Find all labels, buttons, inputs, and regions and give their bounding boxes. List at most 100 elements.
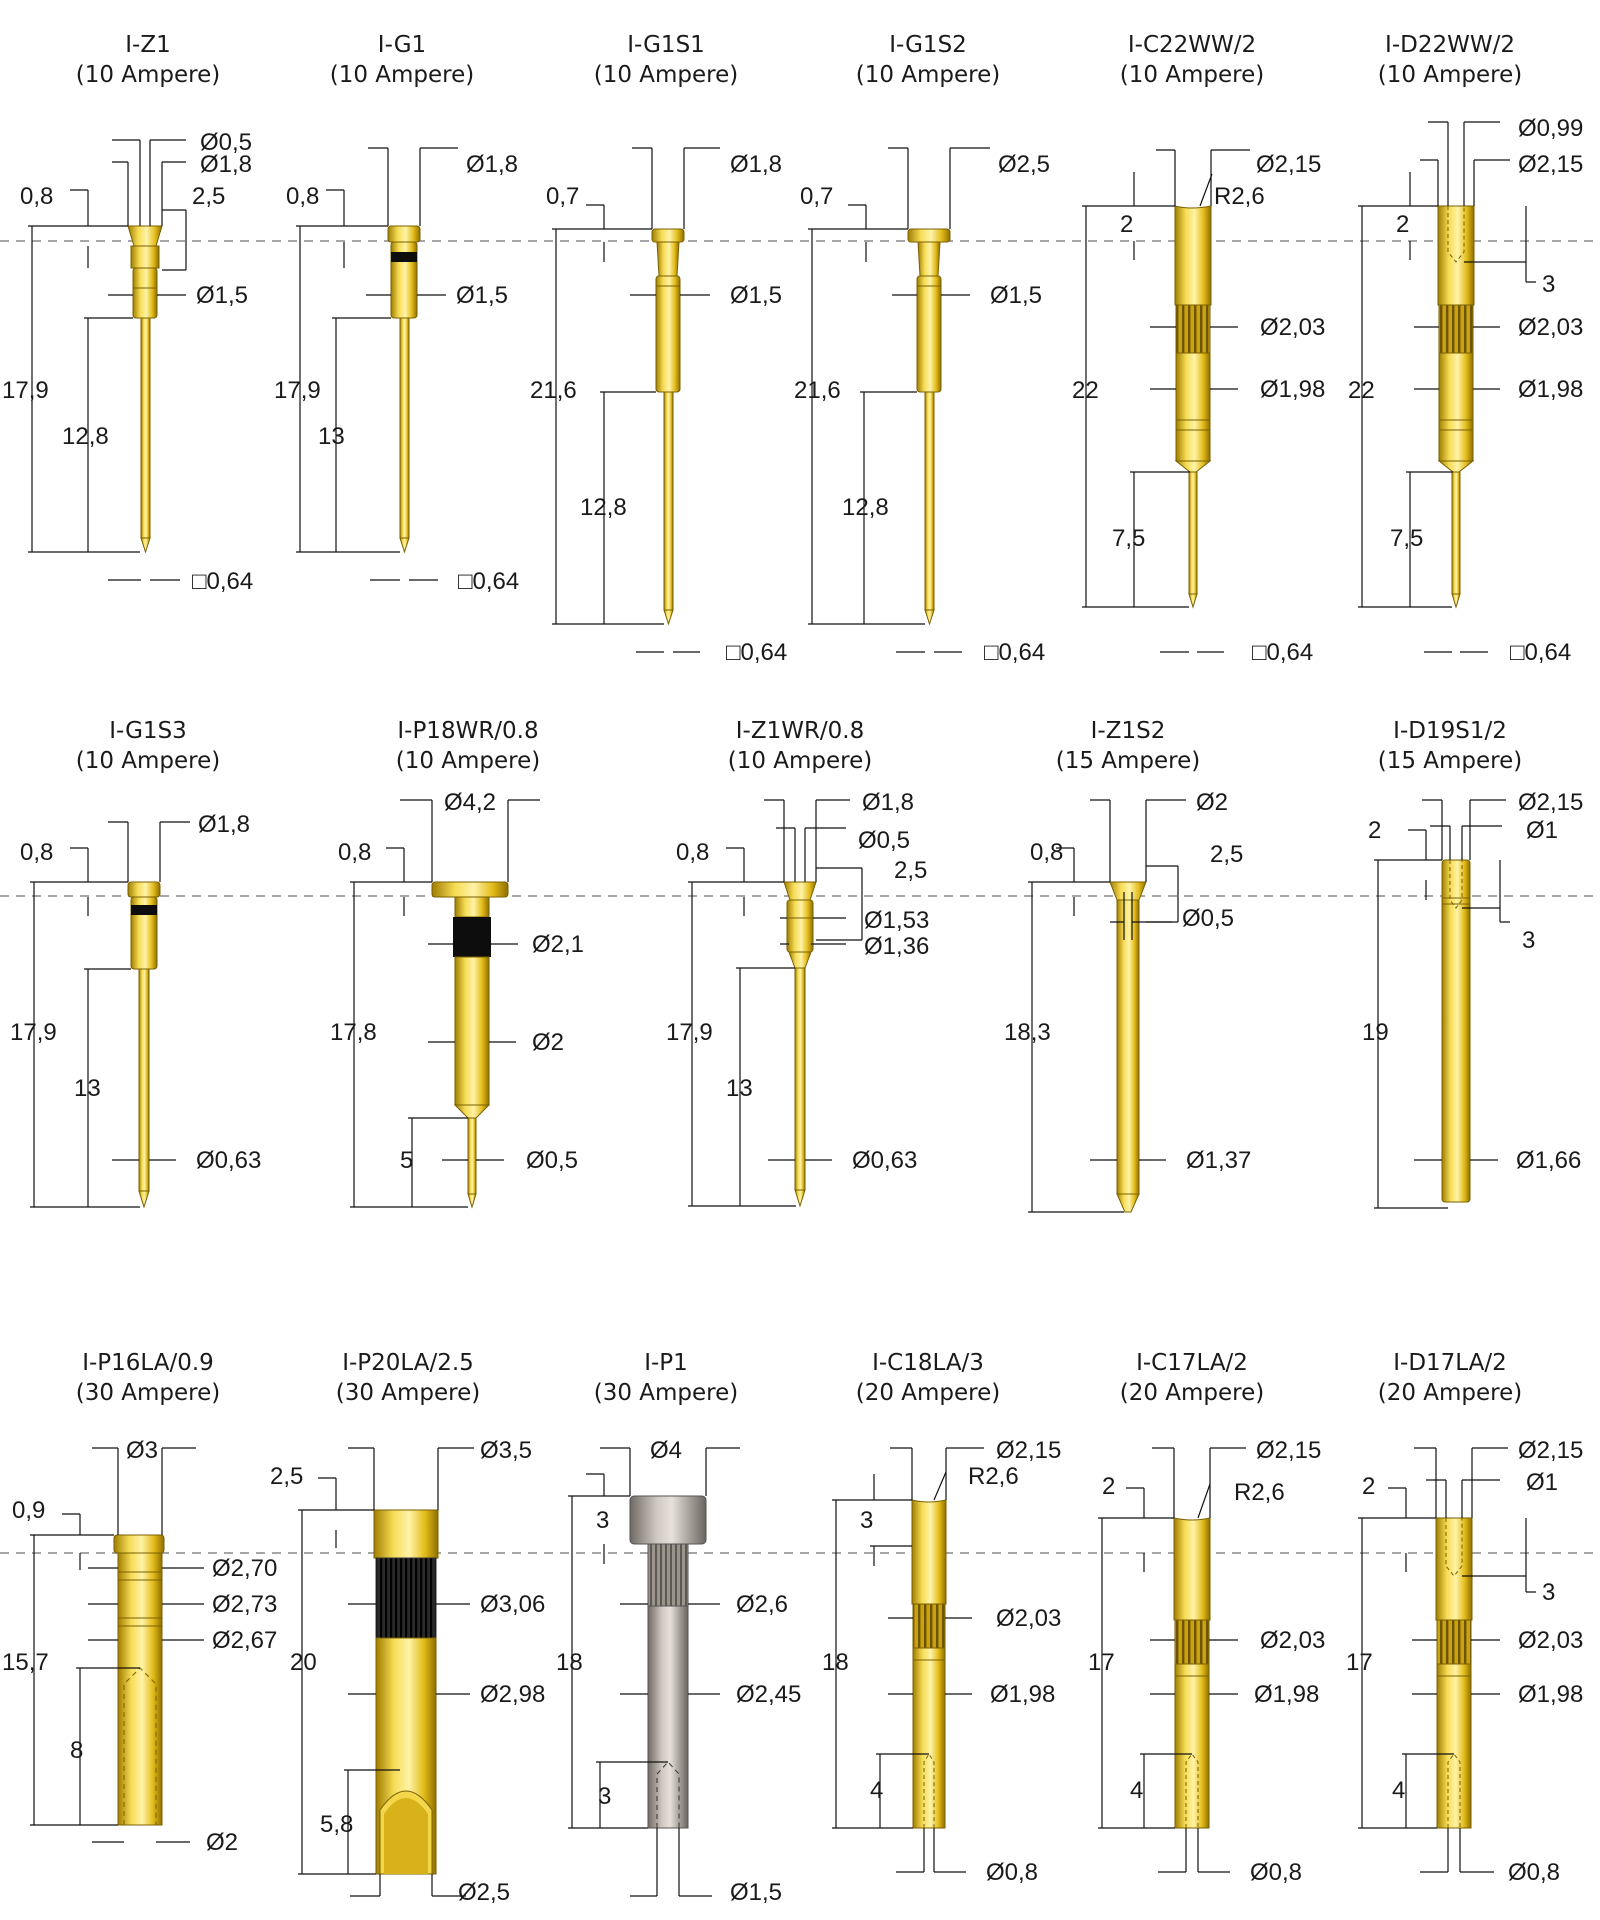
dim-label: Ø0,8 [1508, 1859, 1560, 1886]
pin-title: I-C17LA/2 [1136, 1350, 1248, 1376]
dim-label: Ø0,5 [526, 1147, 578, 1174]
dim-label: Ø2,98 [480, 1681, 545, 1708]
dim-label: Ø1,8 [466, 151, 518, 178]
dim-label: Ø1,98 [1518, 1681, 1583, 1708]
dim-label: 2 [1396, 211, 1409, 238]
pin-i-p18wr-0-8: I-P18WR/0.8 (10 Ampere) Ø4,2 0,8 Ø2,1 17… [330, 718, 584, 1209]
dim-label: Ø1,5 [730, 282, 782, 309]
dim-label: 17,9 [2, 377, 49, 404]
dim-label: Ø2,15 [1518, 789, 1583, 816]
pin-title: I-P18WR/0.8 [397, 718, 538, 744]
dim-label: Ø1,8 [198, 811, 250, 838]
pin-title: I-G1S2 [889, 32, 967, 58]
dim-label: Ø1,98 [1260, 376, 1325, 403]
dim-label: 18 [822, 1649, 849, 1676]
pin-title: I-D17LA/2 [1393, 1350, 1507, 1376]
dim-label: 3 [860, 1507, 873, 1534]
pin-title: I-D22WW/2 [1385, 32, 1515, 58]
pin-i-d22ww-2: I-D22WW/2 (10 Ampere) Ø0,99 Ø2,15 2 3 Ø2… [1348, 32, 1583, 666]
dim-label: 20 [290, 1649, 317, 1676]
dim-label: 2 [1120, 211, 1133, 238]
dim-label: 17,8 [330, 1019, 377, 1046]
dim-label: 13 [318, 423, 345, 450]
dim-label: Ø2,03 [1518, 1627, 1583, 1654]
pin-i-d19s1-2: I-D19S1/2 (15 Ampere) Ø2,15 2 Ø1 3 19 Ø1… [1362, 718, 1583, 1209]
dim-label: □0,64 [984, 639, 1045, 666]
dim-label: R2,6 [968, 1463, 1019, 1490]
dim-label: 0,8 [676, 839, 709, 866]
dim-label: 7,5 [1390, 525, 1423, 552]
dim-label: 17 [1088, 1649, 1115, 1676]
dim-label: Ø2,15 [1256, 151, 1321, 178]
pin-rating: (10 Ampere) [76, 748, 221, 774]
pin-i-z1wr-0-8: I-Z1WR/0.8 (10 Ampere) Ø1,8 Ø0,5 0,8 2,5… [666, 718, 929, 1208]
dim-label: 0,8 [20, 183, 53, 210]
dim-label: Ø2,03 [1518, 314, 1583, 341]
dim-label: Ø2,15 [996, 1437, 1061, 1464]
pin-i-p16la-0-9: I-P16LA/0.9 (30 Ampere) Ø3 0,9 Ø2,70 Ø2,… [2, 1350, 277, 1856]
dim-label: Ø0,63 [852, 1147, 917, 1174]
pin-title: I-C22WW/2 [1128, 32, 1256, 58]
pin-rating: (30 Ampere) [76, 1380, 221, 1406]
dim-label: 0,7 [546, 183, 579, 210]
dim-label: 7,5 [1112, 525, 1145, 552]
dim-label: Ø2,03 [996, 1605, 1061, 1632]
dim-label: 4 [1392, 1777, 1405, 1804]
pin-title: I-P1 [644, 1350, 688, 1376]
dim-label: 5,8 [320, 1811, 353, 1838]
pin-rating: (20 Ampere) [1120, 1380, 1265, 1406]
dim-label: 5 [400, 1147, 413, 1174]
pin-i-c22ww-2: I-C22WW/2 (10 Ampere) Ø2,15 R2,6 2 Ø2,03… [1072, 32, 1325, 666]
dim-label: □0,64 [458, 568, 519, 595]
dim-label: 17,9 [274, 377, 321, 404]
pin-i-c17la-2: I-C17LA/2 (20 Ampere) Ø2,15 2 R2,6 Ø2,03… [1088, 1350, 1325, 1886]
dim-label: 8 [70, 1737, 83, 1764]
dim-label: □0,64 [1510, 639, 1571, 666]
pin-rating: (10 Ampere) [1378, 62, 1523, 88]
pin-i-g1s2: I-G1S2 (10 Ampere) Ø2,5 0,7 Ø1,5 21,6 12… [794, 32, 1050, 666]
dim-label: Ø1,37 [1186, 1147, 1251, 1174]
pin-i-p20la-2-5: I-P20LA/2.5 (30 Ampere) 2,5 Ø3,5 Ø3,06 2… [270, 1350, 545, 1906]
pin-rating: (10 Ampere) [594, 62, 739, 88]
dim-label: 17,9 [666, 1019, 713, 1046]
dim-label: Ø1,36 [864, 933, 929, 960]
dim-label: Ø0,63 [196, 1147, 261, 1174]
dim-label: 0,9 [12, 1497, 45, 1524]
dim-label: 22 [1072, 377, 1099, 404]
dim-label: 2,5 [1210, 841, 1243, 868]
pin-i-g1s3: I-G1S3 (10 Ampere) Ø1,8 0,8 17,9 13 Ø0,6… [10, 718, 261, 1209]
dim-label: □0,64 [1252, 639, 1313, 666]
pin-rating: (15 Ampere) [1378, 748, 1523, 774]
dim-label: Ø0,5 [200, 129, 252, 156]
dim-label: 22 [1348, 377, 1375, 404]
dim-label: Ø2,70 [212, 1555, 277, 1582]
dim-label: 0,8 [20, 839, 53, 866]
dim-label: 3 [1542, 1579, 1555, 1606]
dim-label: 12,8 [62, 423, 109, 450]
dim-label: Ø2,6 [736, 1591, 788, 1618]
pin-i-z1: I-Z1 (10 Ampere) Ø0,5 Ø1,8 0,8 2,5 Ø1,5 … [2, 32, 253, 595]
dim-label: Ø0,5 [1182, 905, 1234, 932]
dim-label: 0,7 [800, 183, 833, 210]
dim-label: Ø0,8 [986, 1859, 1038, 1886]
pin-title: I-P16LA/0.9 [82, 1350, 214, 1376]
dim-label: Ø3 [126, 1437, 158, 1464]
dim-label: Ø1,5 [196, 282, 248, 309]
dim-label: 3 [598, 1783, 611, 1810]
dim-label: Ø0,5 [858, 827, 910, 854]
pin-rating: (10 Ampere) [728, 748, 873, 774]
dim-label: Ø2,5 [998, 151, 1050, 178]
pin-title: I-C18LA/3 [872, 1350, 984, 1376]
dim-label: Ø1,98 [1518, 376, 1583, 403]
pin-title: I-D19S1/2 [1393, 718, 1507, 744]
dim-label: Ø1,8 [730, 151, 782, 178]
dim-label: R2,6 [1234, 1479, 1285, 1506]
dim-label: 13 [74, 1075, 101, 1102]
dim-label: 3 [596, 1507, 609, 1534]
dim-label: 2 [1362, 1473, 1375, 1500]
dim-label: Ø3,06 [480, 1591, 545, 1618]
dim-label: Ø1,53 [864, 907, 929, 934]
dim-label: Ø2 [532, 1029, 564, 1056]
dim-label: 19 [1362, 1019, 1389, 1046]
dim-label: 21,6 [530, 377, 577, 404]
